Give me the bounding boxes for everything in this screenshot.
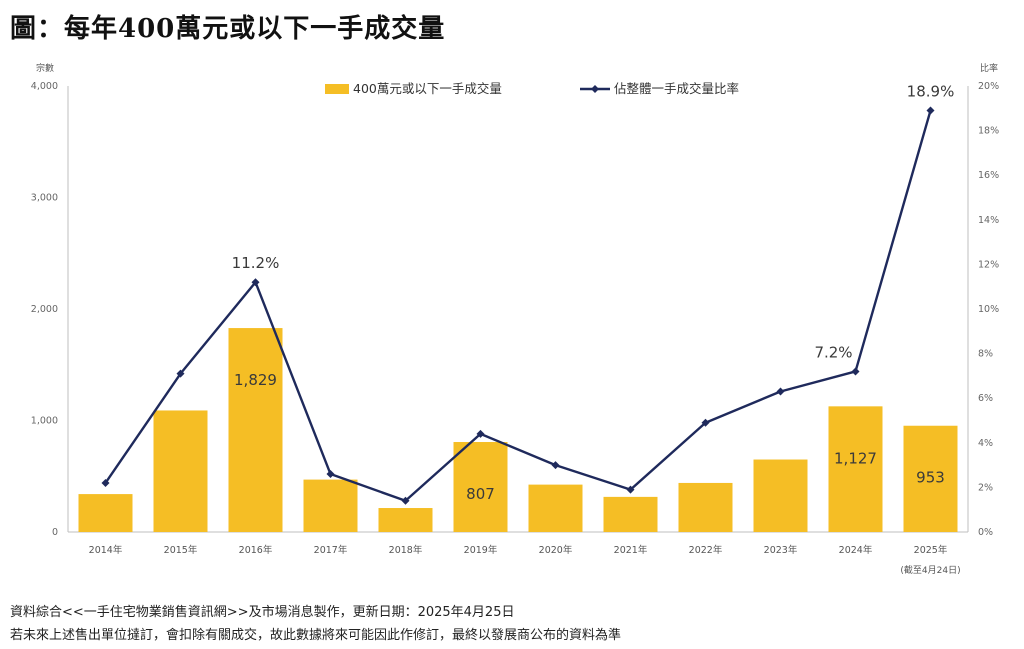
bar [753, 459, 808, 532]
right-tick-label: 16% [978, 170, 999, 181]
bar [228, 328, 283, 532]
right-tick-label: 18% [978, 126, 999, 137]
x-tick-label: 2020年 [539, 544, 573, 556]
legend-bar-label: 400萬元或以下一手成交量 [353, 81, 502, 96]
line-point [176, 369, 185, 378]
right-tick-label: 12% [978, 259, 999, 270]
x-tick-label: 2017年 [314, 544, 348, 556]
bar-line-chart: 宗數 比率 0 1,000 2,000 3,000 4,000 0% 2% 4% 6% 8% 10% 12… [31, 62, 999, 576]
x-tick-label: 2022年 [689, 544, 723, 556]
bar [903, 425, 958, 532]
bar [303, 479, 358, 532]
x-tick-label: 2014年 [89, 544, 123, 556]
bar [453, 442, 508, 532]
ratio-line [104, 110, 932, 502]
x-tick-label: 2016年 [239, 544, 273, 556]
bar [828, 406, 883, 532]
disclaimer-note: 若未來上述售出單位撻訂，會扣除有關成交，故此數據將來可能因此作修訂，最終以發展商… [10, 628, 622, 643]
bar-value-label: 1,829 [234, 371, 277, 389]
line-point [851, 367, 860, 376]
x-tick-label: 2024年 [839, 544, 873, 556]
x-tick-label: 2025年 [914, 544, 948, 556]
x-tick-label: 2015年 [164, 544, 198, 556]
left-axis-title: 宗數 [36, 62, 54, 74]
bar-value-label: 807 [466, 485, 495, 503]
bar-value-label: 1,127 [834, 449, 877, 467]
bar-value-label: 953 [916, 469, 945, 487]
bar [603, 496, 658, 532]
line-point [551, 461, 560, 470]
right-tick-label: 20% [978, 81, 999, 92]
right-tick-label: 2% [978, 482, 993, 493]
left-tick-label: 3,000 [31, 193, 58, 204]
line-value-label: 18.9% [907, 83, 955, 101]
line-value-label: 11.2% [232, 254, 280, 272]
line-value-label: 7.2% [814, 343, 852, 361]
right-tick-label: 0% [978, 527, 993, 538]
line-point [476, 429, 485, 438]
right-tick-label: 14% [978, 215, 999, 226]
x-tick-note: (截至4月24日) [900, 564, 960, 576]
line-point [776, 387, 785, 396]
line-point [401, 496, 410, 505]
right-tick-label: 6% [978, 393, 993, 404]
right-tick-label: 4% [978, 438, 993, 449]
line-point [326, 470, 335, 479]
left-tick-label: 1,000 [31, 416, 58, 427]
legend-bar-swatch [325, 84, 349, 94]
left-tick-label: 2,000 [31, 304, 58, 315]
legend-line-label: 佔整體一手成交量比率 [614, 81, 739, 96]
left-tick-label: 0 [52, 527, 58, 538]
x-tick-label: 2019年 [464, 544, 498, 556]
bar [153, 410, 208, 532]
line-point [701, 418, 710, 427]
line-point [101, 478, 110, 487]
x-tick-label: 2023年 [764, 544, 798, 556]
x-tick-label: 2018年 [389, 544, 423, 556]
bar [78, 494, 133, 532]
page-title: 圖：每年400萬元或以下一手成交量 [10, 14, 446, 44]
legend-line-marker [591, 85, 599, 93]
right-tick-label: 8% [978, 349, 993, 360]
bar [678, 482, 733, 532]
left-tick-label: 4,000 [31, 81, 58, 92]
line-point [251, 278, 260, 287]
source-note: 資料綜合<<一手住宅物業銷售資訊網>>及市場消息製作，更新日期：2025年4月2… [10, 605, 515, 620]
bar [378, 508, 433, 532]
right-tick-label: 10% [978, 304, 999, 315]
bar [528, 484, 583, 532]
right-axis-title: 比率 [980, 62, 998, 74]
chart-area: 宗數 比率 0 1,000 2,000 3,000 4,000 0% 2% 4% 6% 8% 10% 12… [0, 55, 1024, 585]
x-tick-label: 2021年 [614, 544, 648, 556]
line-point [626, 485, 635, 494]
line-point [926, 106, 935, 115]
